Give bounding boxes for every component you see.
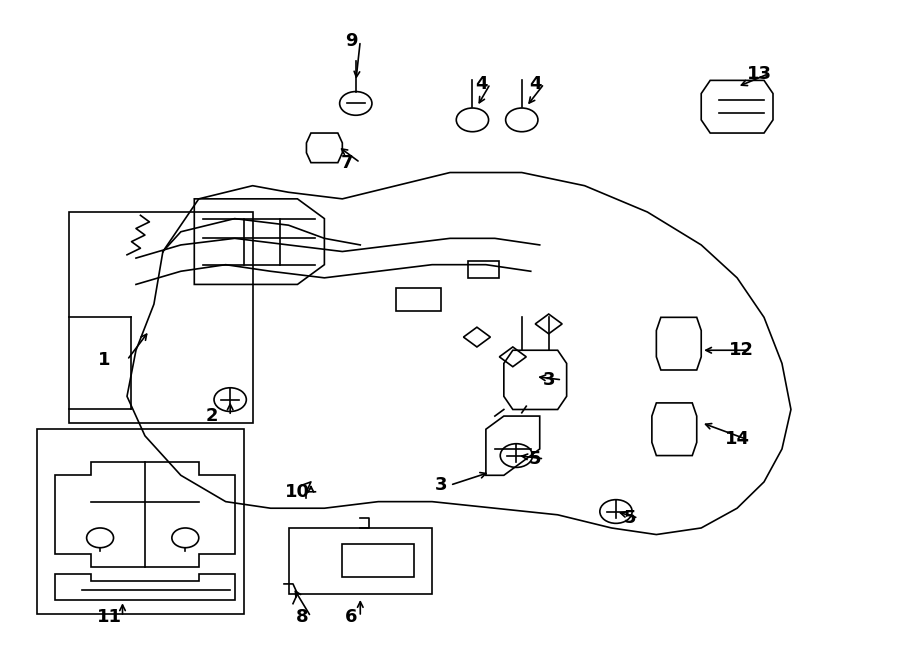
- Text: 3: 3: [435, 476, 447, 494]
- Text: 9: 9: [345, 32, 357, 50]
- Text: 7: 7: [340, 153, 353, 172]
- Text: 1: 1: [98, 351, 111, 369]
- Text: 13: 13: [747, 65, 772, 83]
- Text: 14: 14: [724, 430, 750, 448]
- Text: 5: 5: [623, 509, 635, 527]
- Text: 10: 10: [285, 483, 310, 501]
- Text: 4: 4: [529, 75, 542, 93]
- Text: 5: 5: [529, 450, 542, 468]
- Text: 2: 2: [206, 407, 219, 425]
- Text: 4: 4: [475, 75, 488, 93]
- Text: 3: 3: [543, 371, 555, 389]
- Bar: [468, 261, 500, 278]
- Text: 6: 6: [345, 608, 357, 626]
- Text: 12: 12: [729, 341, 754, 359]
- Text: 8: 8: [295, 608, 309, 626]
- Text: 11: 11: [96, 608, 122, 626]
- Bar: [396, 288, 441, 311]
